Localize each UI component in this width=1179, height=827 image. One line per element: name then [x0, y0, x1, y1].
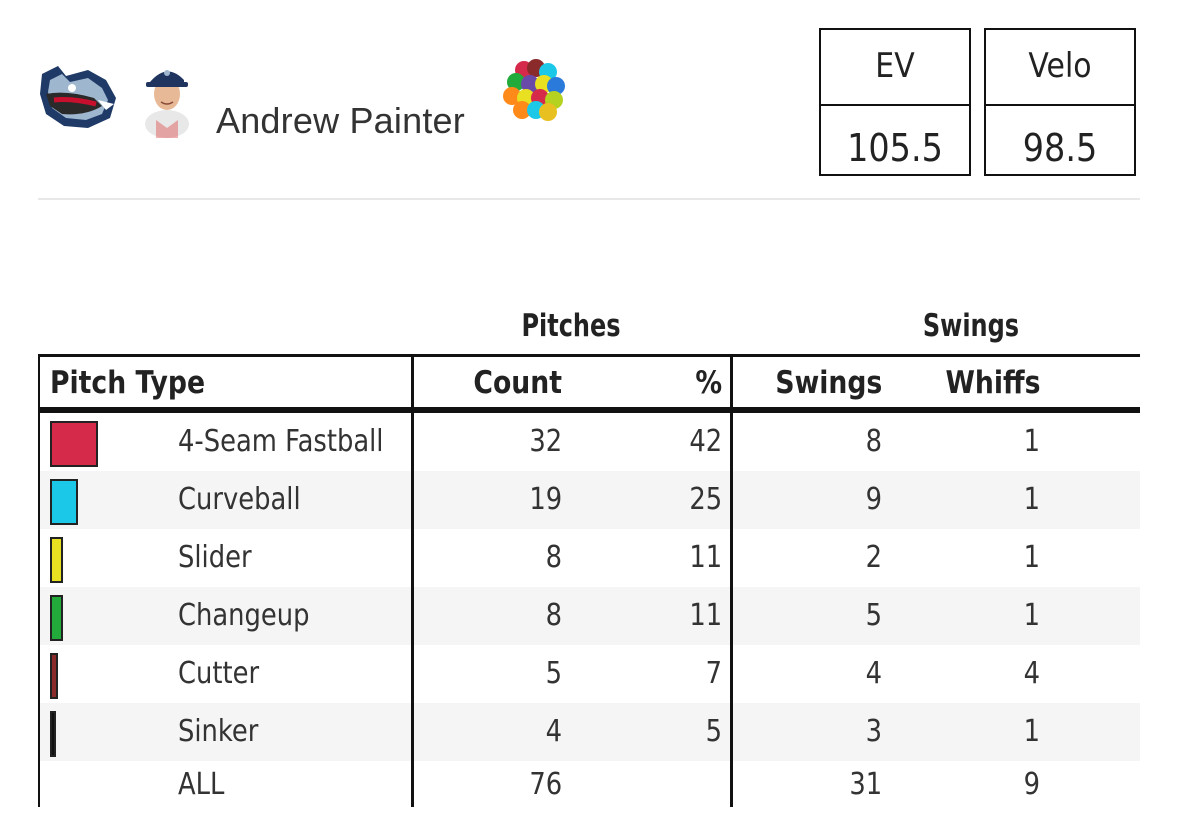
pitch-whiffs: 1 — [1023, 540, 1040, 575]
velo-stat-box: Velo 98.5 — [984, 28, 1136, 176]
pitch-pct: 11 — [689, 540, 722, 575]
pitch-pct: 5 — [705, 714, 722, 749]
pitch-table: Pitch Type Count % Swings Whiffs 4-Seam … — [38, 354, 1140, 819]
pitch-count: 32 — [529, 424, 562, 459]
swings-group-header: Swings — [922, 308, 1020, 344]
pitch-pct: 11 — [689, 598, 722, 633]
player-headshot-icon — [145, 70, 189, 138]
pitch-swings: 3 — [865, 714, 882, 749]
total-count: 76 — [529, 767, 562, 802]
total-swings: 31 — [849, 767, 882, 802]
pitch-color-swatch — [50, 711, 56, 757]
team-logo-icon — [40, 66, 116, 128]
pitch-count: 4 — [545, 714, 562, 749]
pitch-color-swatch — [50, 537, 63, 583]
player-header: Andrew Painter EV 105.5 Velo 98.5 — [0, 0, 1179, 200]
pitch-mix-icon — [503, 59, 565, 121]
player-name: Andrew Painter — [216, 100, 465, 141]
pitch-swings: 4 — [865, 656, 882, 691]
pitch-whiffs: 1 — [1023, 424, 1040, 459]
velo-label: Velo — [1028, 46, 1092, 86]
pitch-whiffs: 1 — [1023, 714, 1040, 749]
total-label: ALL — [178, 767, 225, 802]
total-whiffs: 9 — [1023, 767, 1040, 802]
pitch-count: 8 — [545, 540, 562, 575]
pitch-name: Changeup — [178, 598, 310, 633]
ev-value: 105.5 — [847, 126, 943, 170]
pitch-color-swatch — [50, 479, 78, 525]
pitch-name: Sinker — [178, 714, 259, 749]
pitch-swings: 5 — [865, 598, 882, 633]
ev-label: EV — [875, 46, 915, 86]
pitch-count: 8 — [545, 598, 562, 633]
pitch-color-swatch — [50, 653, 58, 699]
pitch-count: 19 — [529, 482, 562, 517]
col-count[interactable]: Count — [473, 365, 562, 401]
stat-divider — [986, 104, 1134, 106]
pitch-whiffs: 4 — [1023, 656, 1040, 691]
table-header-row: Pitch Type Count % Swings Whiffs — [38, 354, 1140, 413]
table-row: Cutter 5 7 4 4 — [38, 645, 1140, 703]
pitch-pct: 25 — [689, 482, 722, 517]
pitch-count: 5 — [545, 656, 562, 691]
pitch-swings: 8 — [865, 424, 882, 459]
pitch-color-swatch — [50, 595, 63, 641]
velo-value: 98.5 — [1022, 126, 1098, 170]
pitch-pct: 42 — [689, 424, 722, 459]
table-row: Slider 8 11 2 1 — [38, 529, 1140, 587]
pitch-name: Cutter — [178, 656, 260, 691]
table-row: Sinker 4 5 3 1 — [38, 703, 1140, 761]
pitch-whiffs: 1 — [1023, 482, 1040, 517]
pitch-whiffs: 1 — [1023, 598, 1040, 633]
table-row: 4-Seam Fastball 32 42 8 1 — [38, 413, 1140, 471]
column-divider — [730, 354, 733, 807]
table-left-border — [38, 354, 40, 807]
pitch-pct: 7 — [705, 656, 722, 691]
table-row: Curveball 19 25 9 1 — [38, 471, 1140, 529]
col-swings[interactable]: Swings — [775, 365, 882, 401]
col-pitch-type[interactable]: Pitch Type — [50, 365, 206, 401]
table-row: Changeup 8 11 5 1 — [38, 587, 1140, 645]
col-pct[interactable]: % — [695, 365, 722, 401]
pitch-name: Slider — [178, 540, 252, 575]
stat-divider — [821, 104, 969, 106]
pitch-swings: 9 — [865, 482, 882, 517]
pitch-color-swatch — [50, 421, 98, 467]
pitch-swings: 2 — [865, 540, 882, 575]
col-whiffs[interactable]: Whiffs — [945, 365, 1040, 401]
header-divider — [38, 198, 1140, 200]
ev-stat-box: EV 105.5 — [819, 28, 971, 176]
pitch-name: Curveball — [178, 482, 301, 517]
pitch-name: 4-Seam Fastball — [178, 424, 384, 459]
column-divider — [411, 354, 414, 807]
pitches-group-header: Pitches — [521, 308, 621, 344]
table-total-row: ALL 76 31 9 — [38, 761, 1140, 819]
